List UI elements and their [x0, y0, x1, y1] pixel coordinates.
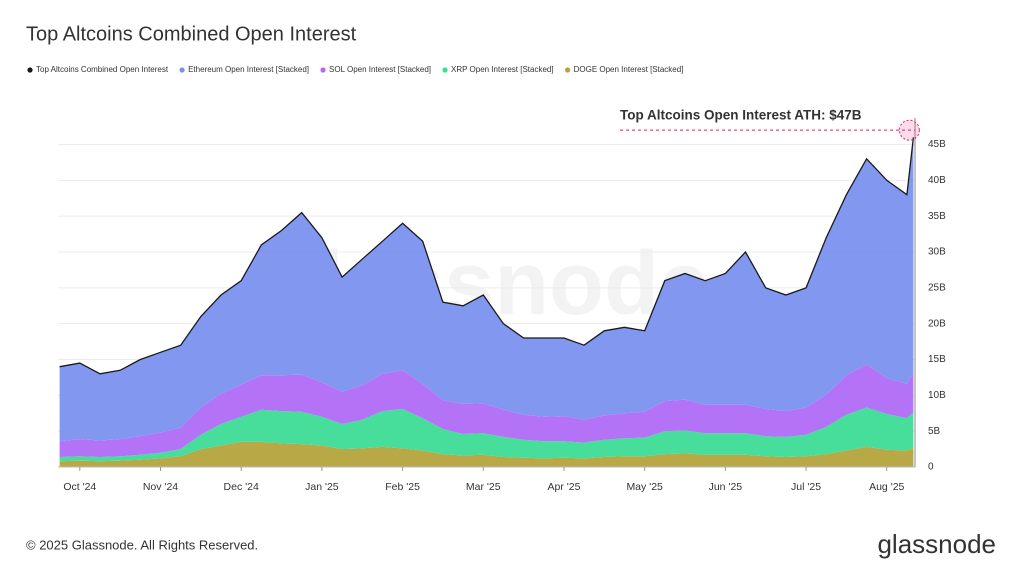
x-tick-label: Aug '25 — [869, 481, 904, 493]
legend-label: SOL Open Interest [Stacked] — [329, 65, 431, 74]
legend-label: Top Altcoins Combined Open Interest — [36, 65, 169, 74]
area-series — [59, 137, 914, 442]
legend-dot — [442, 67, 448, 73]
x-tick-label: May '25 — [626, 481, 663, 493]
footer: © 2025 Glassnode. All Rights Reserved. — [26, 537, 258, 552]
legend-dot — [320, 67, 326, 73]
legend-dot — [179, 67, 185, 73]
legend-label: XRP Open Interest [Stacked] — [451, 65, 554, 74]
plot-area: glassnode05B10B15B20B25B30B35B40B45BTop … — [27, 65, 946, 493]
y-tick-label: 40B — [928, 175, 946, 186]
x-tick-label: Dec '24 — [224, 481, 259, 493]
y-tick-label: 10B — [928, 390, 946, 401]
x-tick-label: Jan '25 — [305, 481, 339, 493]
area-series — [59, 441, 914, 467]
y-tick-label: 15B — [928, 354, 946, 365]
y-tick-label: 20B — [928, 318, 946, 329]
x-tick-label: Mar '25 — [466, 481, 501, 493]
x-tick-label: Apr '25 — [547, 481, 580, 493]
legend-dot — [27, 67, 33, 73]
legend-label: Ethereum Open Interest [Stacked] — [188, 65, 309, 74]
x-tick-label: Feb '25 — [385, 481, 420, 493]
y-tick-label: 0 — [928, 462, 934, 473]
x-tick-label: Oct '24 — [63, 481, 96, 493]
logo: glassnode — [877, 529, 996, 559]
legend: Top Altcoins Combined Open Interest Ether… — [27, 65, 683, 74]
y-tick-label: 35B — [928, 211, 946, 222]
legend-dot — [564, 67, 571, 73]
y-tick-label: 5B — [928, 426, 941, 437]
annotation-label: Top Altcoins Open Interest ATH: $47B — [620, 108, 862, 123]
annotation-circle — [898, 119, 920, 141]
legend-label: DOGE Open Interest [Stacked] — [574, 65, 684, 74]
chart-title: Top Altcoins Combined Open Interest — [26, 23, 357, 45]
area-series — [59, 407, 914, 462]
y-tick-label: 25B — [928, 282, 946, 293]
x-tick-label: Jun '25 — [709, 481, 743, 493]
line-series — [59, 137, 915, 375]
y-tick-label: 30B — [928, 247, 946, 258]
y-tick-label: 45B — [928, 139, 946, 150]
area-series — [59, 364, 914, 457]
x-tick-label: Nov '24 — [143, 481, 178, 493]
x-tick-label: Jul '25 — [791, 481, 821, 493]
